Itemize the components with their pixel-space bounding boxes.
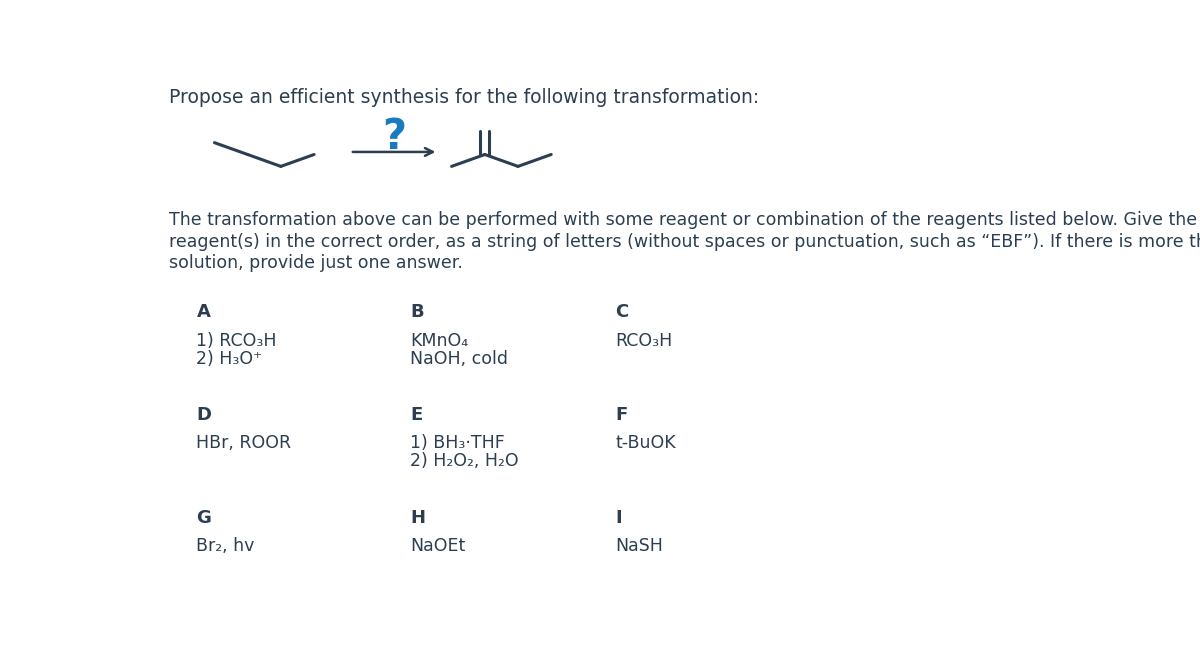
Text: reagent(s) in the correct order, as a string of letters (without spaces or punct: reagent(s) in the correct order, as a st… [168, 233, 1200, 251]
Text: NaOH, cold: NaOH, cold [410, 350, 509, 368]
Text: B: B [410, 303, 424, 321]
Text: solution, provide just one answer.: solution, provide just one answer. [168, 254, 462, 272]
Text: A: A [197, 303, 210, 321]
Text: KMnO₄: KMnO₄ [410, 331, 469, 350]
Text: Br₂, hv: Br₂, hv [197, 537, 254, 555]
Text: 1) RCO₃H: 1) RCO₃H [197, 331, 277, 350]
Text: I: I [616, 509, 622, 527]
Text: D: D [197, 406, 211, 424]
Text: 2) H₂O₂, H₂O: 2) H₂O₂, H₂O [410, 452, 520, 470]
Text: 1) BH₃·THF: 1) BH₃·THF [410, 434, 505, 452]
Text: H: H [410, 509, 426, 527]
Text: The transformation above can be performed with some reagent or combination of th: The transformation above can be performe… [168, 211, 1200, 229]
Text: t-BuOK: t-BuOK [616, 434, 676, 452]
Text: F: F [616, 406, 628, 424]
Text: HBr, ROOR: HBr, ROOR [197, 434, 292, 452]
Text: 2) H₃O⁺: 2) H₃O⁺ [197, 350, 263, 368]
Text: NaOEt: NaOEt [410, 537, 466, 555]
Text: C: C [616, 303, 629, 321]
Text: NaSH: NaSH [616, 537, 662, 555]
Text: RCO₃H: RCO₃H [616, 331, 672, 350]
Text: Propose an efficient synthesis for the following transformation:: Propose an efficient synthesis for the f… [168, 88, 758, 107]
Text: G: G [197, 509, 211, 527]
Text: E: E [410, 406, 422, 424]
Text: ?: ? [383, 116, 407, 158]
